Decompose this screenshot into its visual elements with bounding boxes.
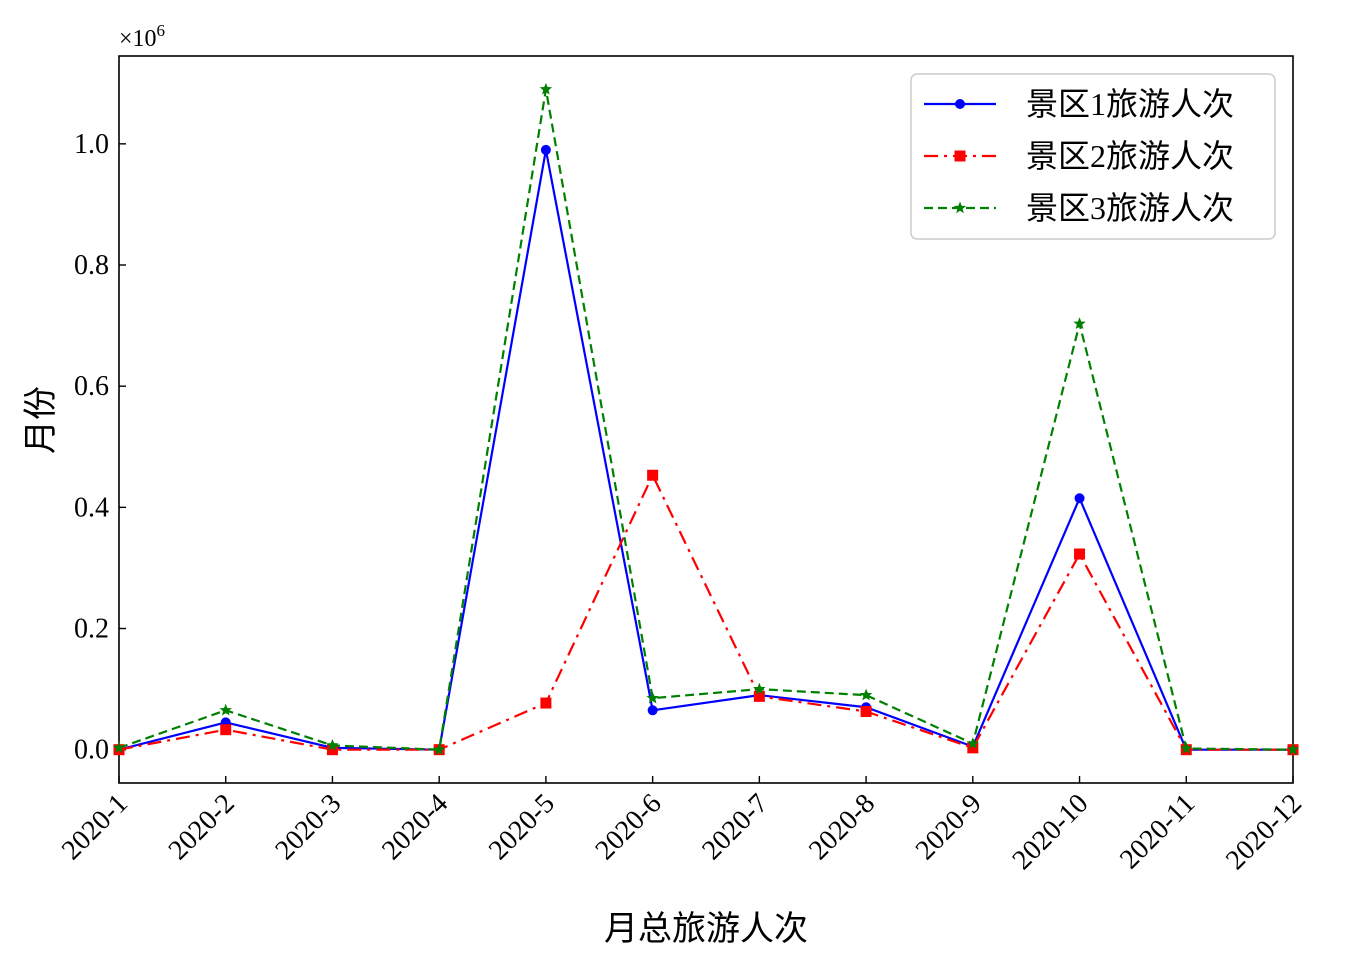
- data-point: [540, 144, 551, 155]
- data-point: [1286, 743, 1300, 755]
- y-tick-label: 0.6: [74, 371, 109, 402]
- y-axis-label: 月份: [23, 386, 60, 454]
- x-tick-label: 2020-5: [483, 788, 561, 866]
- data-point: [860, 706, 872, 718]
- legend-label: 景区3旅游人次: [1026, 190, 1234, 226]
- data-point: [220, 724, 232, 736]
- data-point: [859, 688, 873, 701]
- data-point: [753, 690, 765, 702]
- x-tick-label: 2020-7: [696, 788, 774, 866]
- data-point: [326, 738, 339, 751]
- y-tick-label: 0.8: [74, 250, 109, 281]
- data-point: [1074, 493, 1085, 504]
- x-tick-label: 2020-12: [1220, 788, 1308, 876]
- x-tick-label: 2020-3: [269, 788, 347, 866]
- x-tick-label: 2020-10: [1007, 788, 1095, 876]
- legend-box: [910, 73, 1276, 240]
- series-line: [118, 88, 1294, 751]
- data-point: [753, 682, 766, 695]
- legend-item: 景区3旅游人次: [924, 190, 1234, 226]
- legend-item: 景区1旅游人次: [924, 86, 1234, 122]
- x-tick-label: 2020-9: [910, 788, 988, 866]
- data-point: [326, 744, 338, 756]
- series-line: [118, 148, 1293, 751]
- x-tick-label: 2020-8: [803, 788, 881, 866]
- y-multiplier-label: ×106: [119, 21, 165, 52]
- data-point: [646, 691, 659, 704]
- data-point: [112, 741, 126, 754]
- legend-label: 景区2旅游人次: [1026, 138, 1234, 174]
- x-tick-label: 2020-1: [56, 788, 134, 866]
- x-axis-label: 月总旅游人次: [604, 910, 808, 948]
- data-point: [966, 737, 979, 749]
- data-point: [540, 697, 552, 709]
- data-point: [1073, 317, 1086, 330]
- y-tick-label: 0.0: [74, 735, 109, 766]
- x-tick-label: 2020-4: [376, 788, 454, 866]
- data-point: [967, 742, 979, 754]
- y-tick-label: 0.4: [74, 492, 109, 523]
- data-point: [1180, 741, 1193, 754]
- series-3: [112, 82, 1300, 755]
- x-axis: 2020-1 2020-2 2020-3 2020-4 2020-5 2020-6 2020…: [56, 776, 1308, 876]
- legend-marker: [954, 150, 966, 162]
- legend-item: 景区2旅游人次: [924, 138, 1234, 174]
- y-tick-label: 1.0: [74, 129, 109, 160]
- data-point: [219, 703, 232, 716]
- data-point: [433, 743, 446, 755]
- x-tick-label: 2020-2: [163, 788, 241, 866]
- data-point: [539, 82, 553, 95]
- y-axis: 0.0 0.2 0.4 0.6 0.8 1.0: [74, 129, 126, 766]
- data-point: [1074, 548, 1086, 560]
- x-tick-label: 2020-6: [590, 788, 668, 866]
- legend-label: 景区1旅游人次: [1026, 86, 1234, 122]
- x-tick-label: 2020-11: [1114, 788, 1201, 875]
- data-point: [647, 705, 658, 716]
- y-tick-label: 0.2: [74, 614, 109, 645]
- series-line: [118, 474, 1293, 751]
- legend-marker: [955, 99, 965, 109]
- series-layer: [112, 82, 1300, 756]
- legend-marker: [953, 201, 967, 214]
- data-point: [647, 469, 659, 481]
